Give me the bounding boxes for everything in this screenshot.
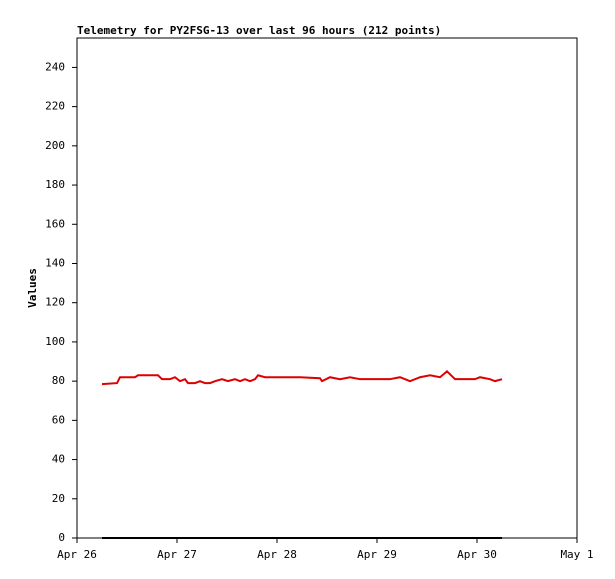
- y-tick-label: 40: [52, 453, 65, 466]
- chart-title: Telemetry for PY2FSG-13 over last 96 hou…: [77, 24, 441, 37]
- y-tick-label: 240: [45, 60, 65, 73]
- y-tick-label: 100: [45, 335, 65, 348]
- x-tick-label: Apr 30: [457, 548, 497, 561]
- x-tick-label: Apr 28: [257, 548, 297, 561]
- y-tick-label: 140: [45, 256, 65, 269]
- y-tick-label: 180: [45, 178, 65, 191]
- x-tick-label: Apr 27: [157, 548, 197, 561]
- y-tick-label: 0: [58, 531, 65, 544]
- y-tick-label: 20: [52, 492, 65, 505]
- y-tick-label: 120: [45, 296, 65, 309]
- plot-frame: [76, 37, 578, 539]
- y-tick-label: 220: [45, 100, 65, 113]
- x-tick-label: May 1: [560, 548, 593, 561]
- y-tick-label: 60: [52, 413, 65, 426]
- y-axis-label: Values: [26, 268, 39, 308]
- x-tick-label: Apr 29: [357, 548, 397, 561]
- y-tick-label: 80: [52, 374, 65, 387]
- y-tick-label: 200: [45, 139, 65, 152]
- series-line: [101, 369, 503, 386]
- y-tick-label: 160: [45, 217, 65, 230]
- x-tick-label: Apr 26: [57, 548, 97, 561]
